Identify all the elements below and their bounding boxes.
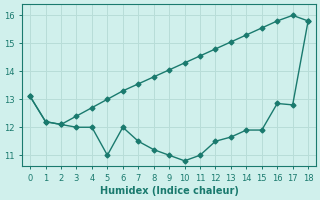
X-axis label: Humidex (Indice chaleur): Humidex (Indice chaleur) [100, 186, 239, 196]
